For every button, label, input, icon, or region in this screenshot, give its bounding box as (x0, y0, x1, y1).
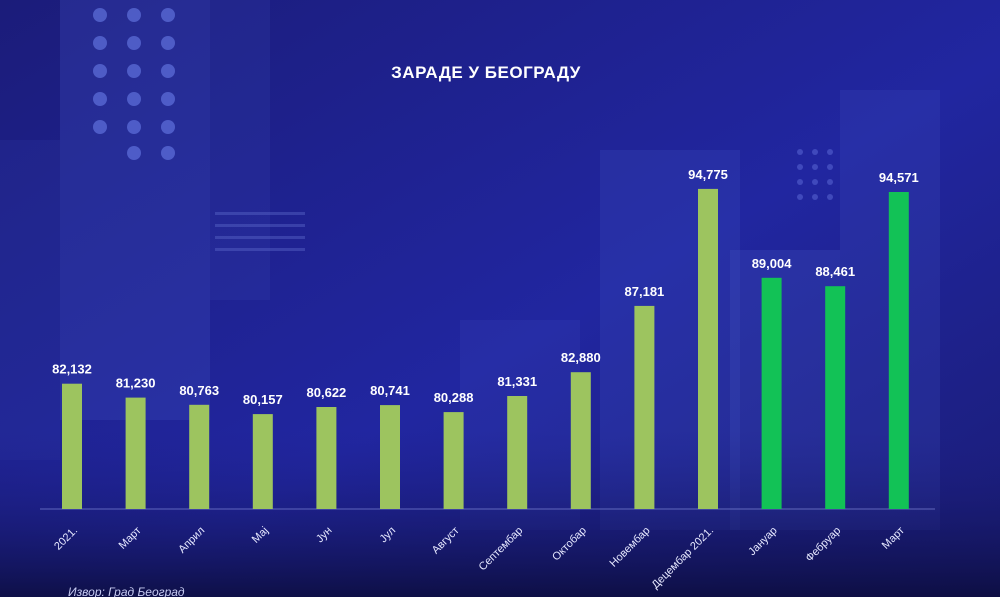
value-label-8: 82,880 (561, 350, 601, 365)
value-label-7: 81,331 (497, 374, 537, 389)
value-labels-group: 82,132 81,230 80,763 80,157 80,622 80,741 80,2… (52, 167, 919, 407)
value-label-12: 88,461 (815, 264, 855, 279)
value-label-5: 80,741 (370, 383, 410, 398)
value-label-9: 87,181 (625, 284, 665, 299)
value-label-1: 81,230 (116, 376, 156, 391)
bar-3 (252, 414, 273, 509)
value-label-2: 80,763 (179, 383, 219, 398)
bar-6 (443, 412, 464, 509)
bar-4 (316, 407, 337, 509)
category-label-5: Јул (377, 525, 398, 546)
bar-5 (380, 405, 400, 509)
bar-13 (888, 192, 909, 509)
bar-1 (125, 397, 146, 509)
category-label-1: Март (117, 525, 144, 552)
value-label-11: 89,004 (752, 256, 793, 271)
category-label-6: Август (430, 525, 462, 557)
category-label-13: Март (880, 525, 907, 552)
category-label-4: Јун (314, 525, 335, 546)
category-label-10: Децембар 2021. (650, 525, 717, 592)
category-labels-group: 2021. Март Април Мај Јун Јул Август Септембар Ок… (52, 525, 907, 592)
category-label-9: Новембар (608, 525, 653, 570)
category-label-11: Јануар (746, 525, 779, 558)
bar-12 (825, 286, 846, 509)
value-label-3: 80,157 (243, 392, 283, 407)
value-label-13: 94,571 (879, 170, 919, 185)
value-label-6: 80,288 (434, 390, 474, 405)
bars-group (62, 188, 909, 509)
value-label-4: 80,622 (307, 385, 347, 400)
bar-11 (761, 277, 782, 509)
category-label-2: Април (176, 525, 207, 556)
value-label-10: 94,775 (688, 167, 728, 182)
value-label-0: 82,132 (52, 362, 92, 377)
category-label-7: Септембар (477, 525, 526, 574)
source-note: Извор: Град Београд (68, 585, 185, 597)
bar-2 (189, 404, 210, 509)
category-label-12: Фебруар (804, 525, 844, 565)
category-label-8: Октобар (550, 525, 589, 564)
bar-9 (634, 305, 655, 509)
category-label-0: 2021. (52, 525, 80, 553)
bar-0 (62, 383, 82, 509)
bar-8 (570, 372, 591, 509)
bar-10 (698, 188, 718, 509)
bar-7 (507, 396, 528, 509)
category-label-3: Мај (250, 525, 271, 546)
chart-title: ЗАРАДЕ У БЕОГРАДУ (391, 63, 581, 82)
